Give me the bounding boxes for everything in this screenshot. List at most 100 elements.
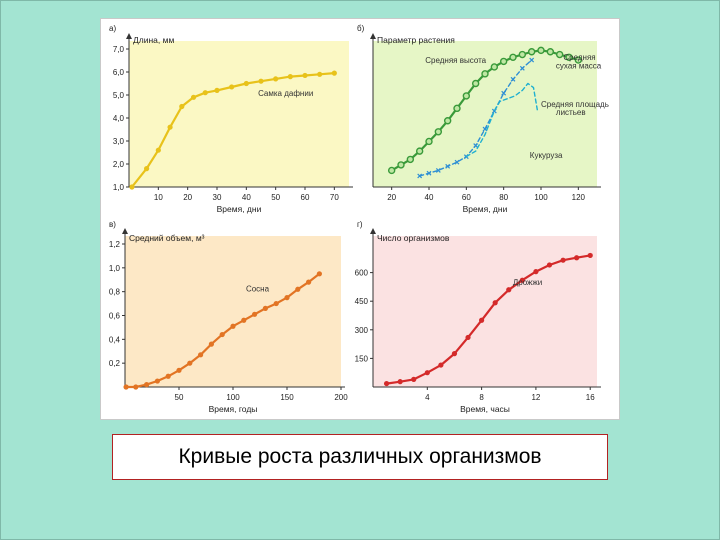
data-point xyxy=(331,70,337,76)
series-line xyxy=(465,82,538,158)
data-point xyxy=(144,166,150,172)
data-point xyxy=(198,352,204,358)
data-point xyxy=(454,159,460,165)
data-point xyxy=(190,94,197,100)
data-point xyxy=(144,382,150,388)
data-point xyxy=(273,300,279,307)
x-tick-label: 100 xyxy=(226,393,240,402)
data-point xyxy=(471,79,480,88)
data-point xyxy=(587,252,593,259)
data-point xyxy=(462,92,471,100)
x-tick-label: 10 xyxy=(154,193,163,202)
series xyxy=(387,46,583,175)
y-axis-arrow-icon xyxy=(370,33,376,39)
data-point xyxy=(465,334,471,341)
series-annotation: сухая масса xyxy=(556,61,602,70)
chart-panel-b: б) Параметр растения Время, дни 20 40 60 80 100… xyxy=(357,24,609,214)
y-tick-label: 0,4 xyxy=(109,335,121,344)
x-tick-label: 4 xyxy=(425,393,430,402)
figure-svg: а) Длина, мм Время, дни 10 20 30 40 50 60 70 1,0 2,… xyxy=(109,24,609,414)
chart-panel-a: а) Длина, мм Время, дни 10 20 30 40 50 60 70 1,0 2,… xyxy=(109,24,353,214)
data-point xyxy=(546,262,553,268)
data-point xyxy=(133,384,139,390)
y-tick-label: 5,0 xyxy=(113,91,125,100)
data-point xyxy=(424,370,430,376)
y-axis-arrow-icon xyxy=(370,228,376,234)
y-tick-label: 300 xyxy=(355,326,369,335)
x-axis-title: Время, часы xyxy=(460,404,510,414)
x-tick-label: 20 xyxy=(183,193,192,202)
y-tick-label: 600 xyxy=(355,269,369,278)
data-point xyxy=(252,311,258,317)
panel-label: а) xyxy=(109,24,116,33)
data-point xyxy=(490,63,499,71)
data-point xyxy=(241,317,247,323)
y-tick-label: 7,0 xyxy=(113,45,125,54)
series-annotation: Средняя площадь xyxy=(541,100,609,109)
x-tick-label: 20 xyxy=(387,193,396,202)
y-tick-label: 3,0 xyxy=(113,137,125,146)
data-point xyxy=(187,360,193,366)
series-annotation: Дрожжи xyxy=(513,278,542,287)
data-point xyxy=(284,295,290,301)
data-point xyxy=(574,56,583,64)
data-point xyxy=(506,287,512,293)
x-axis-title: Время, дни xyxy=(463,204,508,214)
y-tick-label: 0,8 xyxy=(109,288,121,297)
y-tick-label: 6,0 xyxy=(113,68,125,77)
data-point xyxy=(499,57,508,66)
y-axis-title: Число организмов xyxy=(377,233,450,243)
data-point xyxy=(434,128,443,136)
x-tick-label: 16 xyxy=(586,393,595,402)
x-tick-label: 120 xyxy=(572,193,586,202)
data-point xyxy=(306,279,312,285)
data-point xyxy=(415,147,424,155)
series xyxy=(383,252,593,387)
y-axis-arrow-icon xyxy=(122,228,128,234)
data-point xyxy=(445,163,451,169)
x-axis-title: Время, дни xyxy=(217,204,262,214)
data-point xyxy=(273,76,279,82)
y-axis-arrow-icon xyxy=(126,33,132,39)
data-point xyxy=(443,117,452,125)
series-annotation: Самка дафнии xyxy=(258,89,313,98)
series xyxy=(465,82,538,158)
data-point xyxy=(482,126,488,132)
data-point xyxy=(208,341,214,347)
x-tick-label: 60 xyxy=(462,193,471,202)
data-point xyxy=(518,50,527,59)
x-tick-label: 12 xyxy=(531,393,540,402)
y-tick-label: 450 xyxy=(355,297,369,306)
data-point xyxy=(258,78,264,84)
x-tick-label: 40 xyxy=(425,193,434,202)
y-tick-label: 4,0 xyxy=(113,114,125,123)
x-tick-label: 30 xyxy=(213,193,222,202)
x-tick-label: 70 xyxy=(330,193,339,202)
data-point xyxy=(519,65,525,71)
data-point xyxy=(397,379,403,385)
data-point xyxy=(176,367,182,373)
x-tick-label: 8 xyxy=(479,393,484,402)
data-point xyxy=(529,57,535,63)
x-tick-label: 150 xyxy=(280,393,294,402)
data-point xyxy=(317,71,323,77)
data-point xyxy=(481,70,489,78)
series-annotation: листьев xyxy=(556,108,586,117)
x-tick-label: 50 xyxy=(271,193,280,202)
chart-panel-d: г) Число организмов Время, часы 4 8 12 16 150 30… xyxy=(355,220,601,414)
data-point xyxy=(397,161,405,169)
y-tick-label: 2,0 xyxy=(113,160,125,169)
x-tick-label: 60 xyxy=(301,193,310,202)
data-point xyxy=(179,103,185,110)
data-point xyxy=(510,76,516,82)
data-point xyxy=(406,155,415,164)
data-point xyxy=(229,84,235,90)
chart-panel-c: в) Средний объем, м³ Время, годы 50 100 150 20… xyxy=(109,220,348,414)
x-axis-title: Время, годы xyxy=(209,404,258,414)
data-point xyxy=(219,331,225,338)
data-point xyxy=(451,351,458,357)
data-point xyxy=(262,305,268,311)
y-axis-title: Параметр растения xyxy=(377,35,455,45)
data-point xyxy=(509,53,517,61)
panel-label: б) xyxy=(357,24,365,33)
